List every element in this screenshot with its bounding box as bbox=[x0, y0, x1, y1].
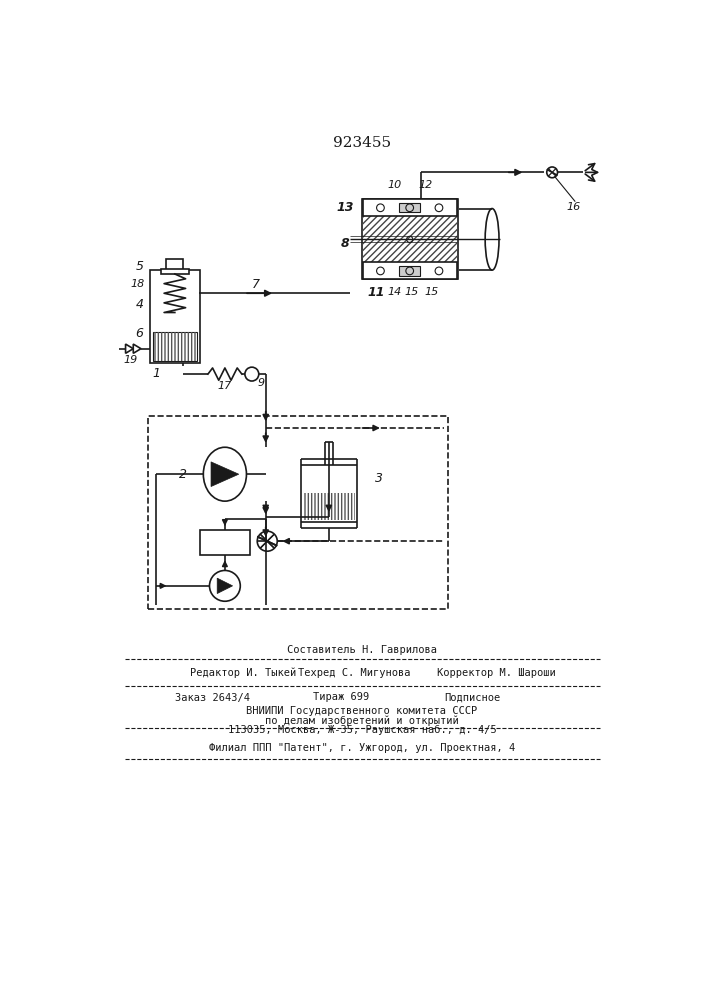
Bar bbox=[399, 203, 421, 212]
Text: 5: 5 bbox=[136, 260, 144, 273]
Text: 4: 4 bbox=[136, 298, 144, 311]
Text: Тираж 699: Тираж 699 bbox=[313, 692, 370, 702]
Bar bbox=[363, 262, 457, 279]
Bar bbox=[166, 259, 183, 270]
Text: 15: 15 bbox=[405, 287, 419, 297]
Text: по делам изобретений и открытий: по делам изобретений и открытий bbox=[265, 715, 459, 726]
Text: 8: 8 bbox=[341, 237, 349, 250]
Text: 923455: 923455 bbox=[333, 136, 391, 150]
Bar bbox=[153, 332, 197, 361]
Text: Корректор М. Шароши: Корректор М. Шароши bbox=[437, 668, 556, 678]
Text: 3: 3 bbox=[375, 472, 383, 485]
Text: 113035, Москва, Ж-35, Раушская наб., д. 4/5: 113035, Москва, Ж-35, Раушская наб., д. … bbox=[228, 725, 496, 735]
Polygon shape bbox=[217, 578, 233, 594]
Text: 6: 6 bbox=[136, 327, 144, 340]
Bar bbox=[148, 416, 448, 609]
Text: Подписное: Подписное bbox=[444, 692, 501, 702]
Bar bbox=[161, 269, 189, 274]
Circle shape bbox=[257, 531, 277, 551]
Text: 16: 16 bbox=[566, 202, 581, 212]
Polygon shape bbox=[211, 462, 239, 487]
Text: 14: 14 bbox=[387, 287, 402, 297]
Text: Составитель Н. Гаврилова: Составитель Н. Гаврилова bbox=[287, 645, 437, 655]
Text: 10: 10 bbox=[387, 180, 402, 190]
Text: 2: 2 bbox=[179, 468, 187, 481]
Text: 19: 19 bbox=[123, 355, 137, 365]
Text: Техред С. Мигунова: Техред С. Мигунова bbox=[298, 668, 411, 678]
Bar bbox=[362, 199, 458, 279]
Text: Заказ 2643/4: Заказ 2643/4 bbox=[175, 692, 250, 702]
Text: 7: 7 bbox=[252, 278, 259, 291]
Ellipse shape bbox=[204, 447, 247, 501]
Text: Редактор И. Тыкей: Редактор И. Тыкей bbox=[190, 668, 296, 678]
Text: 13: 13 bbox=[337, 201, 354, 214]
Bar bbox=[399, 266, 421, 276]
Bar bbox=[153, 332, 197, 361]
Text: 1: 1 bbox=[153, 367, 160, 380]
Text: 9: 9 bbox=[257, 378, 264, 388]
Text: 11: 11 bbox=[367, 286, 385, 299]
Text: 12: 12 bbox=[418, 180, 432, 190]
Bar bbox=[200, 530, 250, 555]
Bar bbox=[362, 199, 458, 279]
Text: 15: 15 bbox=[424, 287, 438, 297]
Circle shape bbox=[245, 367, 259, 381]
Text: 17: 17 bbox=[218, 381, 232, 391]
Text: 18: 18 bbox=[130, 279, 144, 289]
Circle shape bbox=[209, 570, 240, 601]
Bar bbox=[303, 493, 355, 520]
Circle shape bbox=[547, 167, 558, 178]
Bar bbox=[363, 199, 457, 216]
Bar bbox=[150, 270, 200, 363]
Text: ВНИИПИ Государственного комитета СССР: ВНИИПИ Государственного комитета СССР bbox=[246, 706, 477, 716]
Text: Филиал ППП "Патент", г. Ужгород, ул. Проектная, 4: Филиал ППП "Патент", г. Ужгород, ул. Про… bbox=[209, 743, 515, 753]
